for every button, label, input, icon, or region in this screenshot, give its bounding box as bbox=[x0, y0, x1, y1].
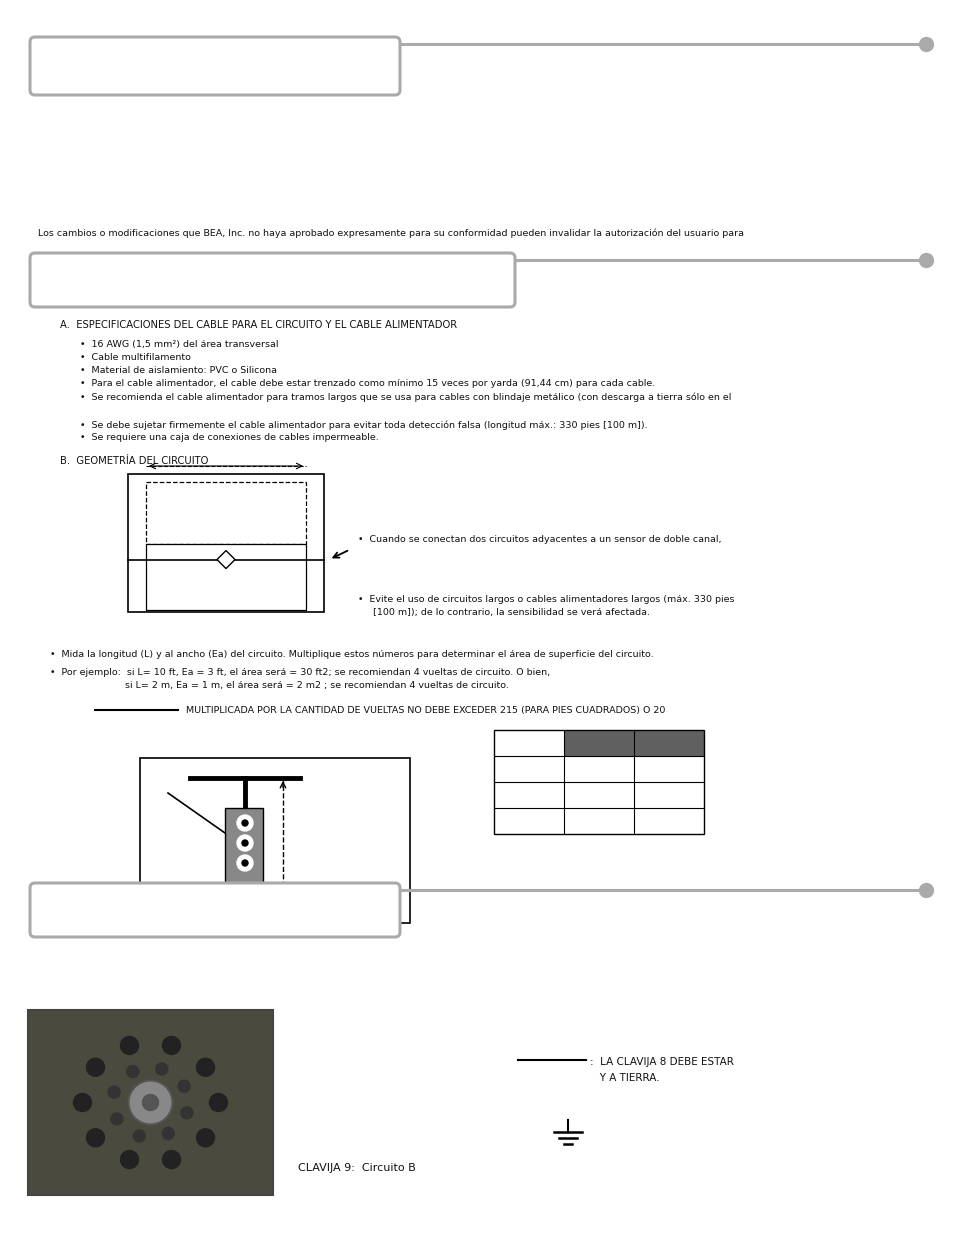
Text: :  LA CLAVIJA 8 DEBE ESTAR: : LA CLAVIJA 8 DEBE ESTAR bbox=[589, 1057, 733, 1067]
Text: •  Se recomienda el cable alimentador para tramos largos que se usa para cables : • Se recomienda el cable alimentador par… bbox=[80, 391, 731, 401]
Circle shape bbox=[196, 1058, 214, 1076]
Circle shape bbox=[120, 1151, 138, 1168]
Circle shape bbox=[142, 1094, 158, 1110]
Text: •  Se debe sujetar firmemente el cable alimentador para evitar toda detección fa: • Se debe sujetar firmemente el cable al… bbox=[80, 420, 647, 430]
FancyBboxPatch shape bbox=[30, 37, 399, 95]
Text: •  Por ejemplo:  si L= 10 ft, Ea = 3 ft, el área será = 30 ft2; se recomiendan 4: • Por ejemplo: si L= 10 ft, Ea = 3 ft, e… bbox=[50, 668, 550, 677]
Bar bbox=[128, 474, 324, 613]
Circle shape bbox=[236, 835, 253, 851]
Bar bbox=[563, 730, 703, 756]
Bar bbox=[494, 730, 703, 834]
Text: si L= 2 m, Ea = 1 m, el área será = 2 m2 ; se recomiendan 4 vueltas de circuito.: si L= 2 m, Ea = 1 m, el área será = 2 m2… bbox=[50, 680, 508, 690]
Circle shape bbox=[108, 1086, 120, 1098]
Bar bbox=[146, 482, 306, 545]
Text: •  Para el cable alimentador, el cable debe estar trenzado como mínimo 15 veces : • Para el cable alimentador, el cable de… bbox=[80, 379, 655, 388]
Bar bbox=[146, 545, 306, 610]
Text: •  Material de aislamiento: PVC o Silicona: • Material de aislamiento: PVC o Silicon… bbox=[80, 366, 276, 375]
Circle shape bbox=[210, 1093, 227, 1112]
Text: CLAVIJA 9:  Circuito B: CLAVIJA 9: Circuito B bbox=[297, 1163, 416, 1173]
Text: Los cambios o modificaciones que BEA, Inc. no haya aprobado expresamente para su: Los cambios o modificaciones que BEA, In… bbox=[38, 228, 743, 237]
Text: MULTIPLICADA POR LA CANTIDAD DE VUELTAS NO DEBE EXCEDER 215 (PARA PIES CUADRADOS: MULTIPLICADA POR LA CANTIDAD DE VUELTAS … bbox=[186, 706, 664, 715]
Text: •  Evite el uso de circuitos largos o cables alimentadores largos (máx. 330 pies: • Evite el uso de circuitos largos o cab… bbox=[357, 594, 734, 604]
FancyBboxPatch shape bbox=[30, 253, 515, 308]
Text: [100 m]); de lo contrario, la sensibilidad se verá afectada.: [100 m]); de lo contrario, la sensibilid… bbox=[357, 608, 649, 616]
Text: •  16 AWG (1,5 mm²) del área transversal: • 16 AWG (1,5 mm²) del área transversal bbox=[80, 340, 278, 350]
Text: •  Cuando se conectan dos circuitos adyacentes a un sensor de doble canal,: • Cuando se conectan dos circuitos adyac… bbox=[357, 535, 720, 543]
Bar bbox=[28, 1010, 273, 1195]
Circle shape bbox=[178, 1081, 190, 1092]
Circle shape bbox=[87, 1058, 105, 1076]
Circle shape bbox=[242, 820, 248, 826]
Text: •  Cable multifilamento: • Cable multifilamento bbox=[80, 353, 191, 362]
Circle shape bbox=[181, 1107, 193, 1119]
Circle shape bbox=[242, 860, 248, 866]
Circle shape bbox=[236, 815, 253, 831]
Text: A.  ESPECIFICACIONES DEL CABLE PARA EL CIRCUITO Y EL CABLE ALIMENTADOR: A. ESPECIFICACIONES DEL CABLE PARA EL CI… bbox=[60, 320, 456, 330]
Circle shape bbox=[242, 840, 248, 846]
Circle shape bbox=[111, 1113, 123, 1125]
Circle shape bbox=[129, 1081, 172, 1125]
Circle shape bbox=[236, 855, 253, 871]
Circle shape bbox=[73, 1093, 91, 1112]
Text: B.  GEOMETRÍA DEL CIRCUITO: B. GEOMETRÍA DEL CIRCUITO bbox=[60, 456, 208, 466]
Circle shape bbox=[162, 1128, 174, 1140]
Text: •  Mida la longitud (L) y al ancho (Ea) del circuito. Multiplique estos números : • Mida la longitud (L) y al ancho (Ea) d… bbox=[50, 650, 653, 659]
Circle shape bbox=[162, 1151, 180, 1168]
Circle shape bbox=[127, 1066, 138, 1078]
Circle shape bbox=[133, 1130, 145, 1142]
Polygon shape bbox=[216, 551, 234, 568]
Bar bbox=[140, 758, 410, 923]
Text: Y A TIERRA.: Y A TIERRA. bbox=[589, 1073, 659, 1083]
Circle shape bbox=[120, 1036, 138, 1055]
Text: •  Se requiere una caja de conexiones de cables impermeable.: • Se requiere una caja de conexiones de … bbox=[80, 433, 378, 442]
FancyBboxPatch shape bbox=[30, 883, 399, 937]
Circle shape bbox=[196, 1129, 214, 1147]
Bar bbox=[225, 808, 263, 898]
Circle shape bbox=[87, 1129, 105, 1147]
Circle shape bbox=[162, 1036, 180, 1055]
Circle shape bbox=[155, 1063, 168, 1074]
